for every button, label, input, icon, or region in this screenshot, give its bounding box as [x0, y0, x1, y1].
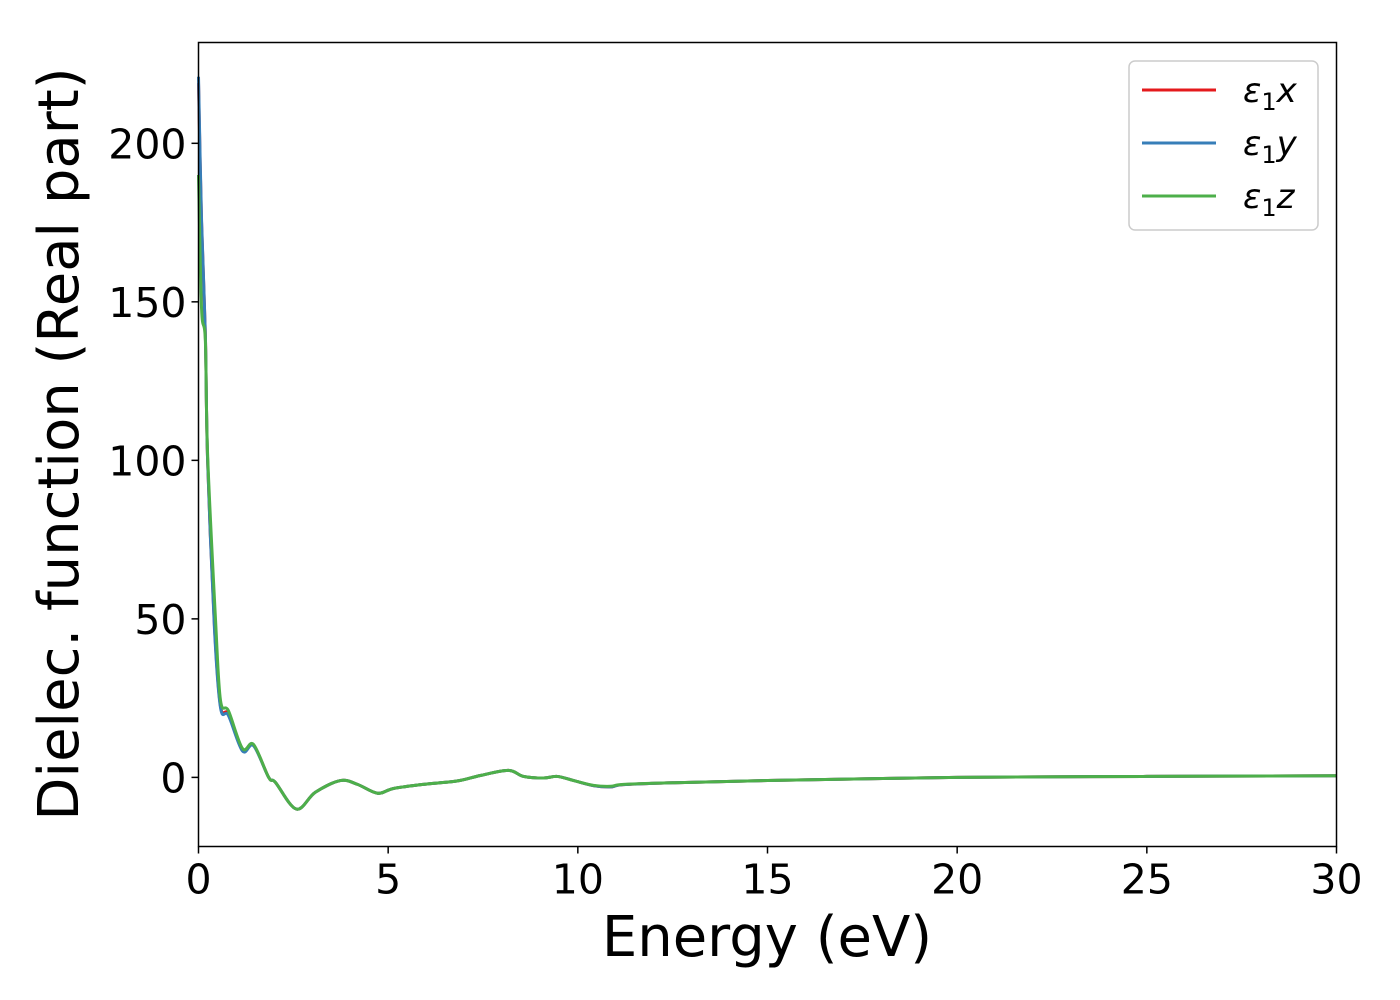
- legend-variable: z: [1276, 177, 1296, 217]
- y-axis-ticks: 0 50 100 150 200: [108, 120, 199, 802]
- y-tick-label: 100: [108, 437, 186, 485]
- series-lines: [197, 76, 1337, 811]
- x-tick-label: 0: [185, 856, 211, 904]
- x-tick-label: 5: [375, 856, 401, 904]
- y-tick-label: 200: [108, 120, 186, 168]
- x-axis-ticks: 0 5 10 15 20 25 30: [185, 846, 1363, 904]
- y-tick-label: 150: [108, 279, 186, 327]
- x-axis-label: Energy (eV): [602, 905, 932, 970]
- y-axis-label: Dielec. function (Real part): [27, 67, 92, 820]
- series-line-z: [197, 174, 1337, 811]
- legend-box: [1128, 60, 1319, 231]
- legend-label-y: ε1y: [1243, 124, 1298, 169]
- x-tick-label: 20: [931, 856, 983, 904]
- legend-subscript: 1: [1261, 88, 1276, 116]
- legend-subscript: 1: [1261, 141, 1276, 169]
- y-tick-label: 50: [134, 596, 186, 644]
- x-tick-label: 25: [1121, 856, 1173, 904]
- legend-label-x: ε1x: [1243, 71, 1298, 116]
- x-tick-label: 10: [552, 856, 604, 904]
- legend-variable: y: [1276, 124, 1298, 164]
- legend-symbol: ε: [1243, 177, 1261, 217]
- y-tick-label: 0: [160, 754, 186, 802]
- legend-symbol: ε: [1243, 124, 1261, 164]
- legend-subscript: 1: [1261, 194, 1276, 222]
- x-tick-label: 30: [1310, 856, 1362, 904]
- legend-variable: x: [1276, 71, 1298, 111]
- legend-symbol: ε: [1243, 71, 1261, 111]
- legend-label-z: ε1z: [1243, 177, 1296, 222]
- x-tick-label: 15: [741, 856, 793, 904]
